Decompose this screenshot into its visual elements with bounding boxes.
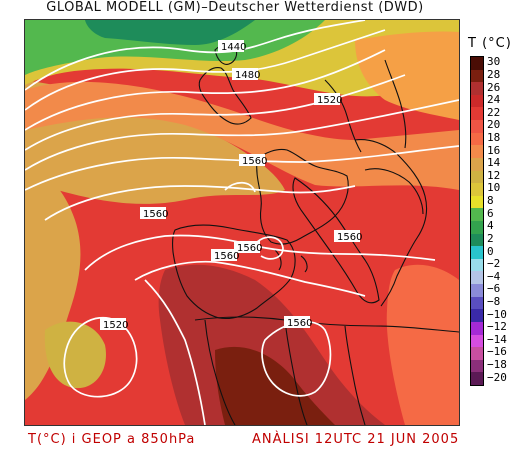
colorbar-swatch <box>471 221 483 235</box>
colorbar-swatch <box>471 296 483 310</box>
isobar-label: 1560 <box>242 156 267 167</box>
colorbar-tick-label: 30 <box>487 55 501 69</box>
colorbar-swatch <box>471 359 483 373</box>
colorbar-swatch <box>471 309 483 323</box>
temperature-colorbar <box>470 56 484 386</box>
colorbar-tick-label: 12 <box>487 168 501 182</box>
colorbar-tick-label: −18 <box>487 358 507 372</box>
isobar-label: 1560 <box>287 318 312 329</box>
colorbar-tick-label: −16 <box>487 345 507 359</box>
colorbar-swatch <box>471 233 483 247</box>
colorbar-tick-label: 0 <box>487 244 494 258</box>
colorbar-tick-label: 10 <box>487 181 501 195</box>
colorbar-swatch <box>471 82 483 96</box>
colorbar-tick-label: 26 <box>487 80 501 94</box>
colorbar-tick-label: 18 <box>487 131 501 144</box>
colorbar-swatch <box>471 107 483 121</box>
colorbar-tick-label: 20 <box>487 118 501 132</box>
colorbar-tick-label: −20 <box>487 370 507 384</box>
legend-title: T (°C) <box>468 36 512 51</box>
isobar-label: 1560 <box>337 232 362 243</box>
colorbar-swatch <box>471 183 483 197</box>
colorbar-tick-label: −4 <box>487 269 501 283</box>
colorbar-tick-label: 24 <box>487 93 501 107</box>
colorbar-swatch <box>471 284 483 298</box>
isobar-label: 1520 <box>317 95 342 106</box>
footer-analysis-time: ANÀLISI 12UTC 21 JUN 2005 <box>252 432 460 447</box>
colorbar-tick-label: −14 <box>487 332 507 346</box>
colorbar-swatch <box>471 208 483 222</box>
isobar-label: 1440 <box>221 42 246 53</box>
colorbar-tick-label: 14 <box>487 156 501 170</box>
colorbar-tick-label: 28 <box>487 67 501 81</box>
colorbar-tick-label: −2 <box>487 257 501 271</box>
colorbar-swatch <box>471 334 483 348</box>
colorbar-tick-label: −8 <box>487 295 501 308</box>
isobar-label: 1560 <box>143 209 168 220</box>
colorbar-swatch <box>471 258 483 272</box>
colorbar-swatch <box>471 69 483 83</box>
colorbar-swatch <box>471 321 483 336</box>
colorbar-tick-label: 16 <box>487 143 501 157</box>
colorbar-swatch <box>471 372 483 386</box>
colorbar-swatch <box>471 347 483 361</box>
colorbar-swatch <box>471 157 483 172</box>
isobar-label: 1560 <box>237 243 262 254</box>
colorbar-tick-label: 22 <box>487 105 501 119</box>
colorbar-swatch <box>471 94 483 108</box>
colorbar-swatch <box>471 195 483 209</box>
colorbar-swatch <box>471 246 483 260</box>
temperature-field: 1440 1480 1520 1560 1560 1560 1560 1560 … <box>25 20 459 425</box>
isobar-label: 1480 <box>235 70 260 81</box>
colorbar-swatch <box>471 57 483 71</box>
colorbar-tick-label: −12 <box>487 320 507 334</box>
colorbar-swatch <box>471 132 483 146</box>
colorbar-tick-label: 6 <box>487 206 494 220</box>
weather-map: 1440 1480 1520 1560 1560 1560 1560 1560 … <box>24 19 460 426</box>
colorbar-tick-label: 2 <box>487 231 494 245</box>
map-title: GLOBAL MODELL (GM)–Deutscher Wetterdiens… <box>46 0 424 15</box>
colorbar-swatch <box>471 271 483 285</box>
colorbar-swatch <box>471 170 483 184</box>
footer-variable-label: T(°C) i GEOP a 850hPa <box>28 432 196 447</box>
colorbar-swatch <box>471 145 483 159</box>
isobar-label: 1560 <box>214 251 239 262</box>
colorbar-tick-label: 8 <box>487 194 494 208</box>
isobar-label: 1520 <box>103 320 128 331</box>
colorbar-swatch <box>471 120 483 134</box>
colorbar-tick-label: 4 <box>487 219 494 233</box>
colorbar-tick-label: −10 <box>487 307 507 321</box>
colorbar-tick-label: −6 <box>487 282 501 296</box>
